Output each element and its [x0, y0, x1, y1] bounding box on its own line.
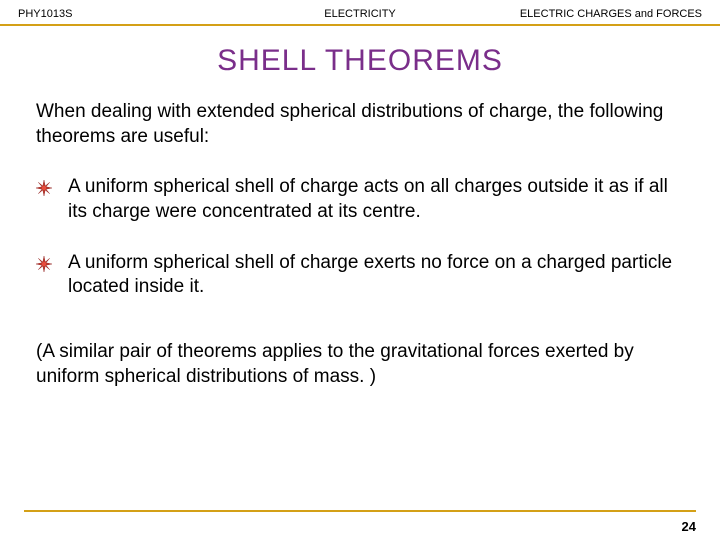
- note-paragraph: (A similar pair of theorems applies to t…: [36, 340, 684, 389]
- bullet-item: A uniform spherical shell of charge acts…: [36, 175, 684, 224]
- bullet-item: A uniform spherical shell of charge exer…: [36, 251, 684, 300]
- header-subtopic: ELECTRIC CHARGES and FORCES: [474, 8, 702, 20]
- starburst-icon: [36, 179, 52, 195]
- header-topic: ELECTRICITY: [246, 8, 474, 20]
- bullet-text: A uniform spherical shell of charge acts…: [68, 175, 684, 224]
- starburst-icon: [36, 255, 52, 271]
- slide-header: PHY1013S ELECTRICITY ELECTRIC CHARGES an…: [0, 0, 720, 24]
- intro-paragraph: When dealing with extended spherical dis…: [36, 100, 684, 149]
- bullet-text: A uniform spherical shell of charge exer…: [68, 251, 684, 300]
- header-course-code: PHY1013S: [18, 8, 246, 20]
- slide-content: When dealing with extended spherical dis…: [0, 100, 720, 390]
- slide-title: SHELL THEOREMS: [0, 44, 720, 78]
- page-number: 24: [682, 519, 696, 534]
- footer-rule: [24, 510, 696, 512]
- header-rule: [0, 24, 720, 26]
